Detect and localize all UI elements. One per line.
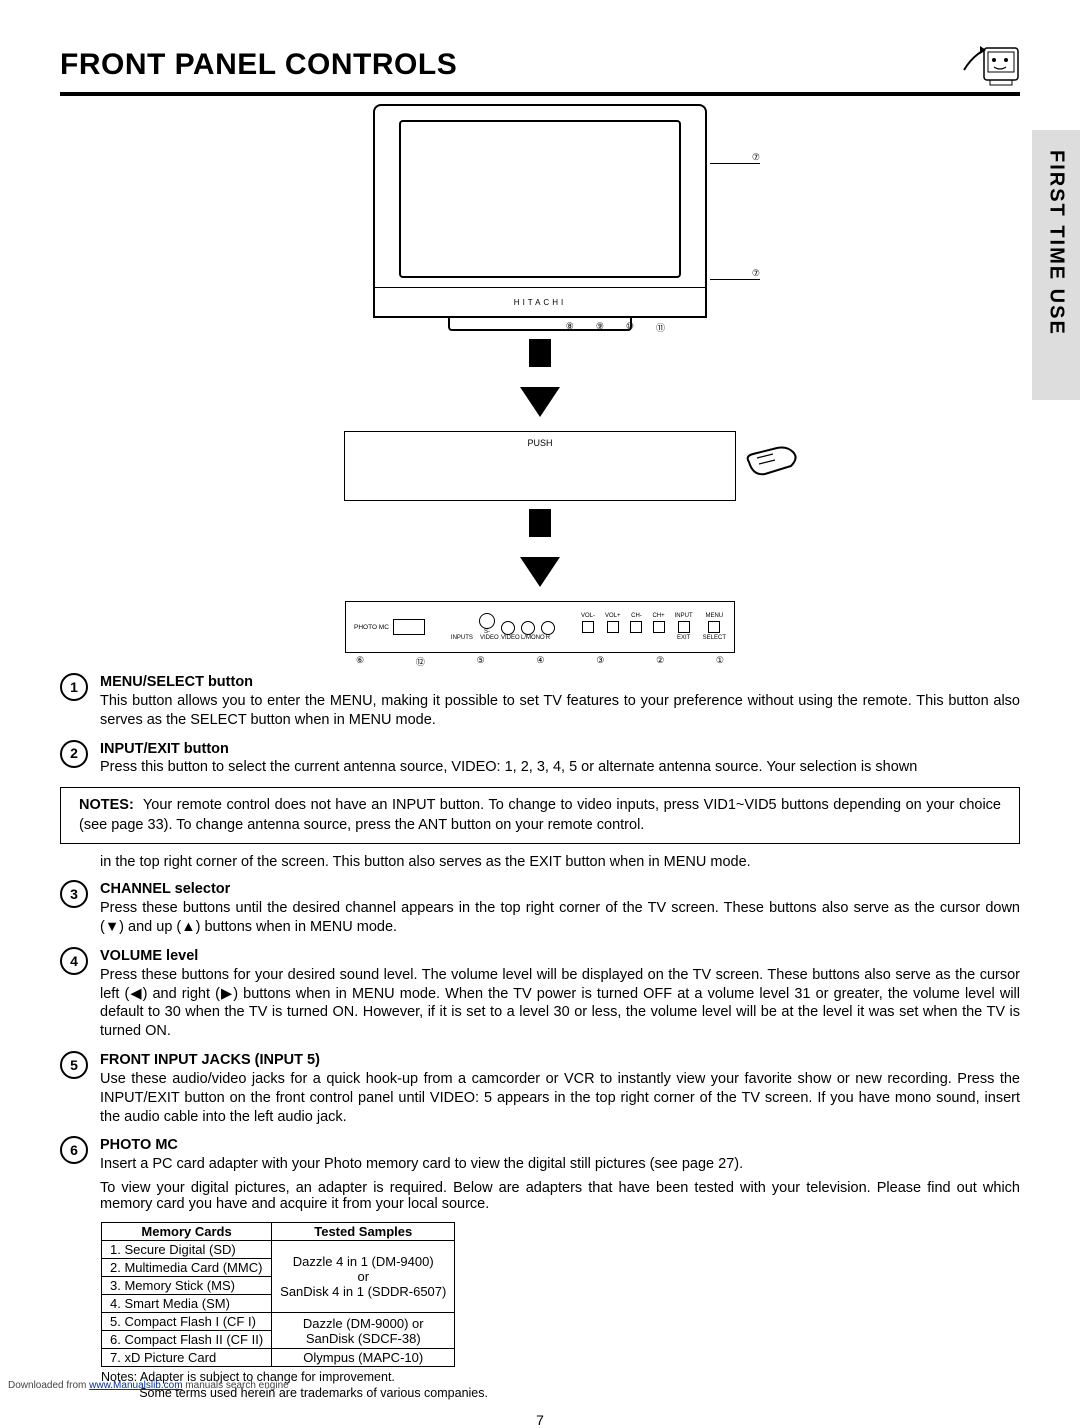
- button-row: VOL- VOL+ CH- CH+ INPUTEXIT MENUSELECT: [581, 613, 726, 641]
- hand-icon: [743, 438, 803, 480]
- item-3: 3 CHANNEL selectorPress these buttons un…: [60, 880, 1020, 937]
- callout-7a: ⑦: [710, 152, 760, 164]
- item-5: 5 FRONT INPUT JACKS (INPUT 5)Use these a…: [60, 1051, 1020, 1126]
- mascot-icon: [960, 40, 1020, 90]
- manual-page: FRONT PANEL CONTROLS FIRST TIME USE HITA…: [0, 0, 1080, 1397]
- item-2-cont: in the top right corner of the screen. T…: [100, 854, 1020, 870]
- input-jacks: INPUTS S-VIDEO VIDEO L/MONO R: [451, 613, 555, 641]
- notes-box: NOTES: Your remote control does not have…: [60, 787, 1020, 844]
- description-list: 1 MENU/SELECT buttonThis button allows y…: [60, 673, 1020, 777]
- title-row: FRONT PANEL CONTROLS: [60, 40, 1020, 96]
- item-1: 1 MENU/SELECT buttonThis button allows y…: [60, 673, 1020, 730]
- item-2: 2 INPUT/EXIT buttonPress this button to …: [60, 740, 1020, 778]
- arrow-2: [520, 507, 560, 595]
- item-6: 6 PHOTO MCInsert a PC card adapter with …: [60, 1136, 1020, 1174]
- page-number: 7: [60, 1412, 1020, 1428]
- control-panel: PHOTO MC INPUTS S-VIDEO VIDEO L/MONO R V…: [345, 601, 735, 653]
- memory-card-table: Memory CardsTested Samples 1. Secure Dig…: [101, 1222, 455, 1367]
- cp-left: PHOTO MC: [354, 619, 425, 635]
- tv-screen: [399, 120, 681, 278]
- page-title: FRONT PANEL CONTROLS: [60, 48, 457, 82]
- tv-shell: HITACHI ⑦ ⑦ ⑧ ⑨ ⑩ ⑪: [373, 104, 707, 318]
- mc-slot: [393, 619, 425, 635]
- photo-intro: To view your digital pictures, an adapte…: [100, 1180, 1020, 1212]
- tv-diagram: HITACHI ⑦ ⑦ ⑧ ⑨ ⑩ ⑪ PUSH: [60, 104, 1020, 653]
- side-tab-label: FIRST TIME USE: [1045, 150, 1068, 336]
- arrow-1: [520, 337, 560, 425]
- footer: Downloaded from www.Manualslib.com manua…: [8, 1380, 289, 1391]
- footer-link[interactable]: www.Manualslib.com: [89, 1380, 182, 1391]
- panel-callouts: ⑥ ⑫ ⑤ ④ ③ ② ①: [346, 655, 734, 668]
- tv-brand: HITACHI: [375, 287, 705, 316]
- item-4: 4 VOLUME levelPress these buttons for yo…: [60, 947, 1020, 1041]
- callout-7b: ⑦: [710, 268, 760, 280]
- description-list-2: 3 CHANNEL selectorPress these buttons un…: [60, 880, 1020, 1174]
- push-panel: PUSH: [344, 431, 736, 501]
- callout-bottom-row: ⑧ ⑨ ⑩ ⑪: [566, 321, 665, 334]
- side-tab: FIRST TIME USE: [1032, 130, 1080, 400]
